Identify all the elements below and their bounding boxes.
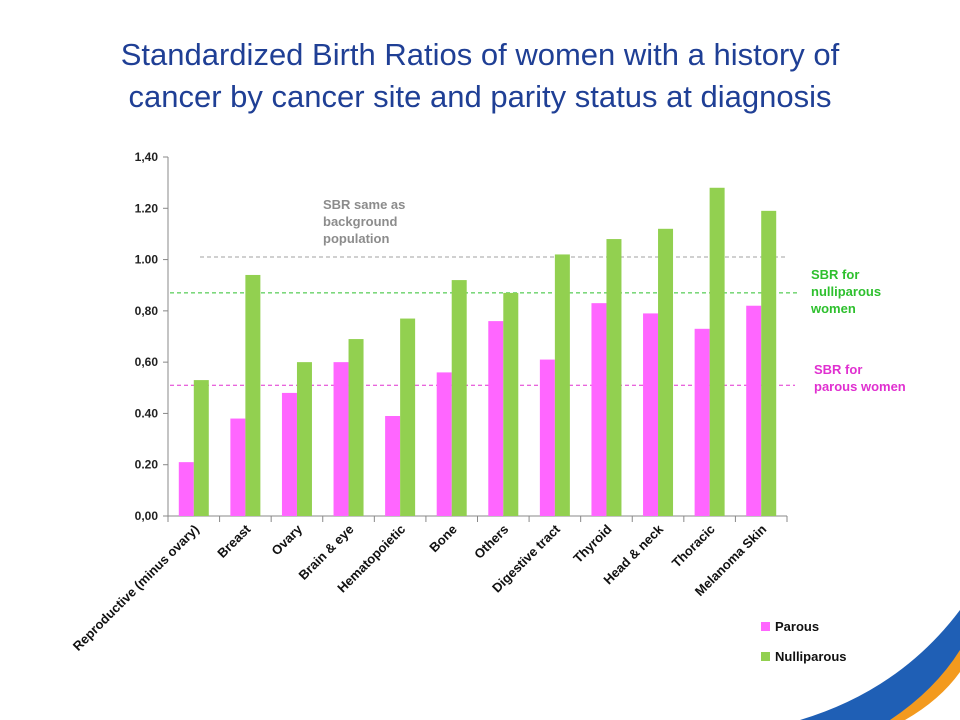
reference-annotation-line: nulliparous	[811, 284, 881, 299]
bar-parous	[281, 392, 297, 516]
y-tick-label: 0,80	[135, 304, 159, 318]
bar-nulliparous	[245, 274, 261, 516]
bar-nulliparous	[193, 380, 209, 516]
category-label: Bone	[426, 522, 460, 556]
y-tick-label: 1.00	[135, 253, 159, 267]
y-tick-label: 0,00	[135, 509, 159, 523]
y-tick-label: 1,40	[135, 150, 159, 164]
slide-decoration	[800, 610, 960, 720]
y-tick-label: 0,60	[135, 355, 159, 369]
bar-nulliparous	[348, 339, 364, 516]
legend-label: Nulliparous	[775, 649, 847, 664]
bar-nulliparous	[503, 292, 519, 516]
legend-swatch	[761, 622, 770, 631]
bar-parous	[694, 328, 710, 516]
bar-parous	[333, 362, 349, 516]
reference-lines	[170, 256, 800, 386]
reference-annotation-line: SBR for	[814, 362, 862, 377]
category-label: Breast	[214, 521, 254, 561]
bar-parous	[746, 305, 762, 516]
reference-annotation-line: SBR same as	[323, 197, 405, 212]
bar-parous	[539, 359, 555, 516]
bar-parous	[591, 303, 607, 516]
bar-nulliparous	[400, 318, 416, 516]
reference-annotation: SBR for parous women	[814, 362, 906, 394]
bar-nulliparous	[451, 280, 467, 516]
bar-parous	[178, 462, 194, 516]
bar-parous	[436, 372, 452, 516]
category-label: Thyroid	[570, 521, 614, 565]
reference-annotation-line: population	[323, 231, 389, 246]
chart-axes: 0,00 0.20 0.40 0,60 0,80 1.00 1.20 1,40	[135, 150, 788, 523]
category-label: Reproductive (minus ovary)	[70, 522, 202, 654]
reference-annotations: SBR same as background population SBR for nu…	[323, 197, 906, 394]
y-tick-label: 1.20	[135, 201, 159, 215]
bar-nulliparous	[606, 239, 622, 517]
reference-annotation-line: women	[810, 301, 856, 316]
bar-nulliparous	[554, 254, 570, 516]
chart-legend: Parous Nulliparous	[761, 619, 847, 664]
chart-bars	[178, 187, 777, 517]
bar-parous	[643, 313, 659, 516]
bar-nulliparous	[761, 210, 777, 516]
bar-parous	[230, 418, 246, 516]
y-tick-label: 0.40	[135, 406, 159, 420]
slide-title: Standardized Birth Ratios of women with …	[20, 34, 940, 118]
title-line-1: Standardized Birth Ratios of women with …	[120, 37, 840, 72]
bar-parous	[385, 415, 401, 516]
category-label: Others	[471, 522, 511, 562]
category-label: Thoracic	[669, 522, 718, 571]
bar-nulliparous	[709, 187, 725, 516]
corner-swoosh-blue	[800, 610, 960, 720]
reference-annotation: SBR same as background population	[323, 197, 405, 246]
bar-nulliparous	[296, 362, 312, 516]
y-tick-label: 0.20	[135, 458, 159, 472]
bar-parous	[488, 321, 504, 516]
bar-nulliparous	[658, 228, 674, 517]
reference-annotation-line: SBR for	[811, 267, 859, 282]
title-line-2: cancer by cancer site and parity status …	[128, 79, 832, 114]
category-label: Ovary	[268, 521, 305, 558]
legend-label: Parous	[775, 619, 819, 634]
reference-annotation-line: parous women	[814, 379, 906, 394]
reference-annotation: SBR for nulliparous women	[810, 267, 881, 316]
corner-swoosh-gap	[905, 672, 960, 720]
category-labels: Reproductive (minus ovary) Breast OvaryBra…	[70, 521, 770, 654]
legend-swatch	[761, 652, 770, 661]
reference-annotation-line: background	[323, 214, 397, 229]
